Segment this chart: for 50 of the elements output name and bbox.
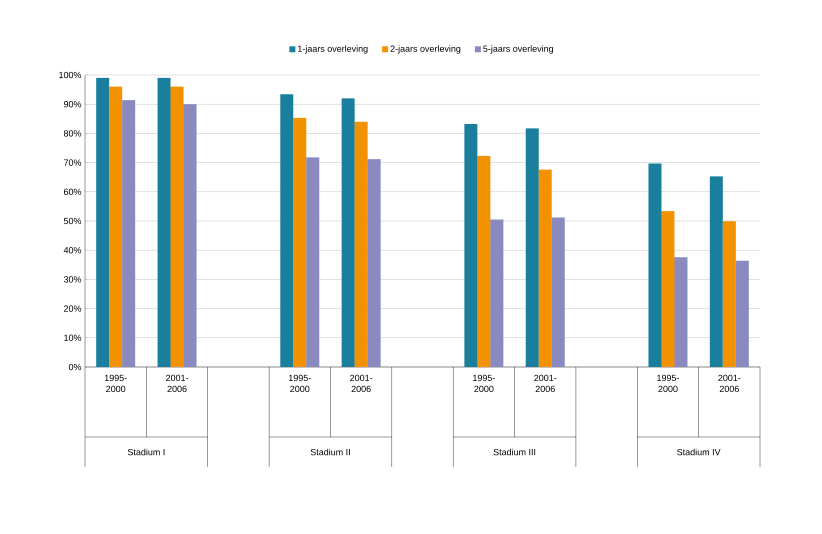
- y-tick-label: 70%: [64, 159, 82, 166]
- y-tick-label: 60%: [64, 188, 82, 195]
- y-tick-label: 0%: [68, 364, 82, 370]
- bar: [648, 163, 662, 367]
- x-tick-label: 2001-2006: [718, 374, 740, 392]
- x-tick-label: 2001-2006: [166, 374, 188, 392]
- y-tick-label: 90%: [64, 101, 82, 108]
- bar: [661, 211, 674, 367]
- y-tick-label: 30%: [64, 276, 82, 283]
- x-tick-label: 1995-2000: [104, 374, 127, 392]
- bar: [477, 156, 490, 367]
- bar: [736, 260, 749, 367]
- bar: [158, 78, 171, 367]
- x-tick-label: 1995-2000: [473, 374, 495, 392]
- bar: [96, 78, 110, 367]
- legend-label: 5-jaars overleving: [483, 45, 554, 54]
- bar: [122, 100, 136, 367]
- bar: [109, 86, 122, 367]
- legend-label: 1-jaars overleving: [298, 45, 368, 54]
- x-tick-label: 2001-2006: [350, 374, 372, 392]
- bar: [710, 176, 723, 367]
- y-tick-label: 80%: [64, 130, 82, 137]
- bar: [674, 257, 688, 367]
- x-tick-label: 2001-2006: [534, 374, 556, 392]
- bar: [184, 104, 197, 367]
- bar: [368, 159, 381, 367]
- bar: [538, 170, 552, 367]
- text: Stadium II: [310, 448, 350, 456]
- y-tick-label: 40%: [64, 247, 82, 254]
- bar: [280, 94, 294, 367]
- text: Stadium IV: [677, 448, 721, 456]
- y-tick-label: 50%: [64, 218, 82, 224]
- text: Stadium I: [128, 448, 164, 456]
- bar: [306, 157, 320, 367]
- y-tick-label: 10%: [64, 334, 82, 341]
- bar: [552, 217, 565, 367]
- x-tick-label: 1995-2000: [288, 374, 311, 392]
- legend-label: 2-jaars overleving: [390, 45, 460, 54]
- bar: [490, 220, 504, 367]
- y-tick-label: 100%: [59, 72, 82, 78]
- y-tick-label: 20%: [64, 305, 82, 312]
- bar: [170, 86, 184, 367]
- x-tick-label: 1995-2000: [657, 374, 680, 392]
- bar: [293, 118, 306, 367]
- bar: [464, 124, 478, 367]
- text: Stadium III: [494, 448, 536, 456]
- bar: [342, 98, 355, 367]
- bar: [722, 221, 736, 367]
- bar: [526, 128, 539, 367]
- bar: [354, 122, 368, 367]
